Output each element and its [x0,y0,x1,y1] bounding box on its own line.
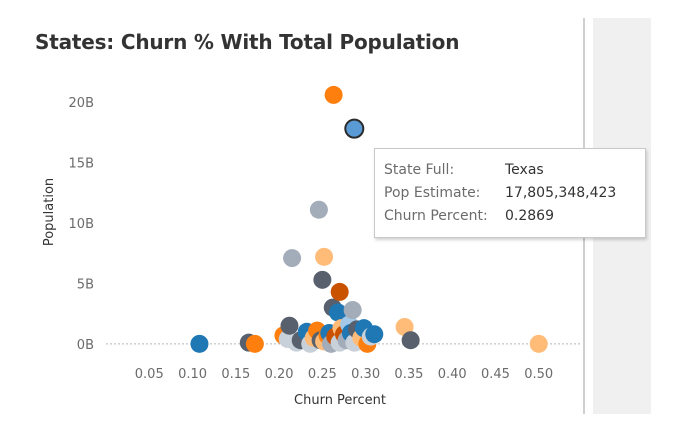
y-tick-label: 20B [69,96,94,111]
tooltip-value-state: Texas [505,162,544,178]
tooltip-value-pop: 17,805,348,423 [505,185,617,201]
data-point[interactable] [328,303,347,322]
data-point[interactable] [283,249,302,268]
data-point[interactable] [309,200,328,219]
data-points-group [190,85,548,353]
x-tick-label: 0.20 [265,367,294,382]
tooltip-label-state: State Full: [384,162,455,178]
x-tick-label: 0.05 [135,367,164,382]
tooltip-label-pop: Pop Estimate: [384,185,481,201]
tooltip-row-state: State Full: Texas [384,162,544,178]
highlighted-data-point[interactable] [344,118,365,139]
data-point[interactable] [343,301,362,320]
data-point[interactable] [280,316,299,335]
y-tick-label: 0B [77,338,94,353]
data-point[interactable] [529,334,548,353]
tooltip-label-churn: Churn Percent: [384,208,488,224]
data-point[interactable] [190,334,209,353]
y-tick-label: 10B [69,217,94,232]
data-point[interactable] [330,282,349,301]
data-point[interactable] [365,325,384,344]
axes-group: 0B 5B 10B 15B 20B 0.05 0.10 0.15 0.20 0.25 0.30 0.3… [42,96,580,408]
y-tick-label: 5B [77,277,94,292]
data-point[interactable] [324,85,343,104]
y-axis-label: Population [42,178,57,246]
tooltip-value-churn: 0.2869 [505,208,554,224]
chart-title: States: Churn % With Total Population [35,30,460,54]
x-tick-label: 0.35 [394,367,423,382]
tooltip-row-pop: Pop Estimate: 17,805,348,423 [384,185,616,201]
data-point[interactable] [245,334,264,353]
x-tick-label: 0.50 [524,367,553,382]
y-tick-label: 15B [69,157,94,172]
data-point[interactable] [315,247,334,266]
x-tick-label: 0.40 [438,367,467,382]
x-tick-label: 0.10 [178,367,207,382]
x-tick-label: 0.15 [221,367,250,382]
x-axis-label: Churn Percent [294,393,386,408]
data-point[interactable] [401,331,420,350]
tooltip-row-churn: Churn Percent: 0.2869 [384,208,554,224]
x-tick-label: 0.30 [351,367,380,382]
data-point[interactable] [313,270,332,289]
x-tick-label: 0.45 [481,367,510,382]
x-tick-label: 0.25 [308,367,337,382]
point-tooltip: State Full: Texas Pop Estimate: 17,805,3… [374,148,646,238]
